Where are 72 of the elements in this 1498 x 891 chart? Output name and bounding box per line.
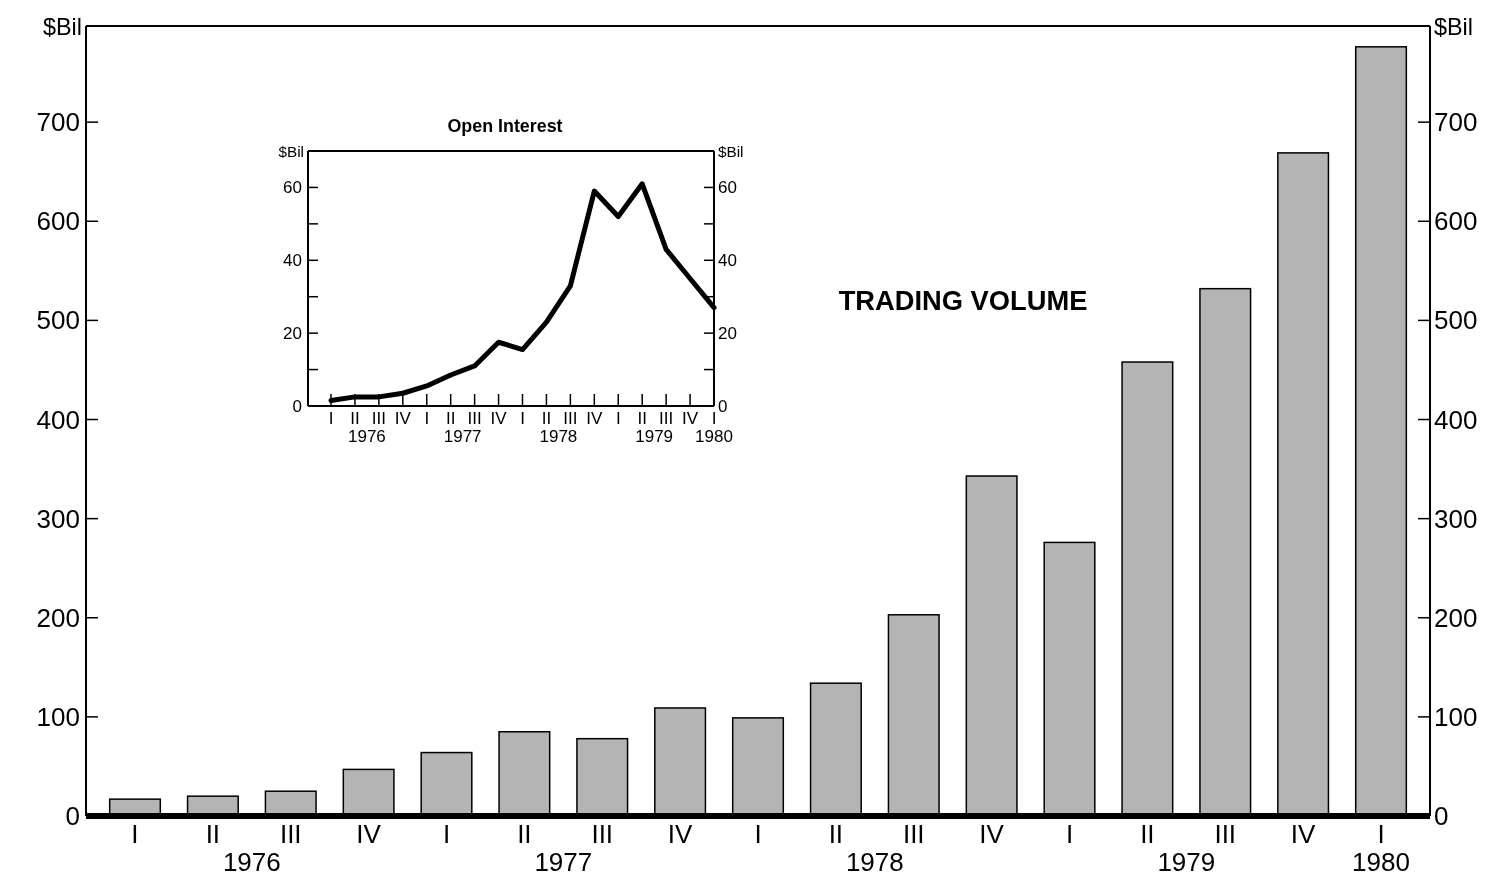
x-tick-label: I [520,408,525,428]
y2-tick-label: 40 [718,251,737,271]
x-tick-label: IV [682,408,699,428]
y2-axis-title: $Bil [718,142,744,160]
x-tick-label: I [328,408,334,428]
y2-tick-label: 60 [718,178,737,198]
y2-tick-label: 300 [1434,503,1478,534]
y2-axis-title: $Bil [1434,14,1474,41]
y2-tick-label: 0 [1434,801,1449,832]
y-tick-label: 500 [36,305,80,336]
x-tick-label: IV [490,408,508,428]
y-tick-label: 20 [283,324,302,344]
y-tick-label: 600 [36,206,80,237]
annotation: 1976 [347,426,386,446]
x-tick-label: III [659,408,674,428]
y-tick-label: 0 [65,801,80,832]
x-tick-label: II [541,408,552,428]
x-tick-label: IV [586,408,603,428]
y2-tick-label: 600 [1434,206,1478,237]
y-tick-label: 700 [36,107,80,138]
y-tick-label: 400 [36,404,80,435]
x-tick-label: IV [1290,819,1317,850]
text: 1976 [222,846,281,877]
annotation: 1977 [443,426,482,446]
y-tick-label: 40 [283,251,302,271]
y-tick-label: 300 [36,503,80,534]
text: 1978 [845,846,904,877]
x-tick-label: III [279,819,302,850]
x-tick-label: III [563,408,578,428]
text: 1977 [534,846,593,877]
y2-tick-label: 500 [1434,305,1478,336]
x-tick-label: III [902,819,925,850]
x-tick-label: III [371,408,386,428]
x-tick-label: III [591,819,614,850]
annotation: 1979 [635,426,674,446]
x-tick-label: II [828,819,844,850]
x-tick-label: III [467,408,482,428]
x-tick-label: I [615,408,621,428]
y-tick-label: 200 [36,602,80,633]
text: 1979 [1157,846,1216,877]
x-tick-label: II [517,819,532,850]
x-tick-label: I [1065,819,1074,850]
y-tick-label: 60 [283,178,302,198]
y2-tick-label: 400 [1434,404,1478,435]
y2-tick-label: 20 [718,324,737,344]
x-tick-label: II [445,408,456,428]
x-tick-label: I [131,819,139,850]
y-tick-label: 0 [292,396,302,416]
y2-tick-label: 100 [1434,701,1478,732]
y2-tick-label: 200 [1434,602,1478,633]
y2-tick-label: 700 [1434,107,1478,138]
y-tick-label: 100 [36,701,80,732]
y-axis-title: $Bil [42,14,82,41]
x-tick-label: IV [667,819,694,850]
x-tick-label: II [1140,819,1155,850]
x-tick-label: III [1214,819,1237,850]
annotation: 1980 [695,426,733,446]
x-tick-label: I [442,819,451,850]
x-tick-label: II [205,819,221,850]
x-tick-label: IV [356,819,382,850]
chart-title: Open Interest [447,116,563,136]
x-tick-label: I [754,819,762,850]
y-axis-title: $Bil [278,142,304,160]
x-tick-label: IV [394,408,412,428]
y2-tick-label: 0 [718,396,728,416]
x-tick-label: IV [979,819,1005,850]
annotation: 1978 [539,426,578,446]
x-tick-label: II [637,408,647,428]
text: TRADING VOLUME [838,285,1088,316]
x-tick-label: I [424,408,430,428]
x-tick-label: I [711,408,717,428]
x-tick-label: II [350,408,360,428]
